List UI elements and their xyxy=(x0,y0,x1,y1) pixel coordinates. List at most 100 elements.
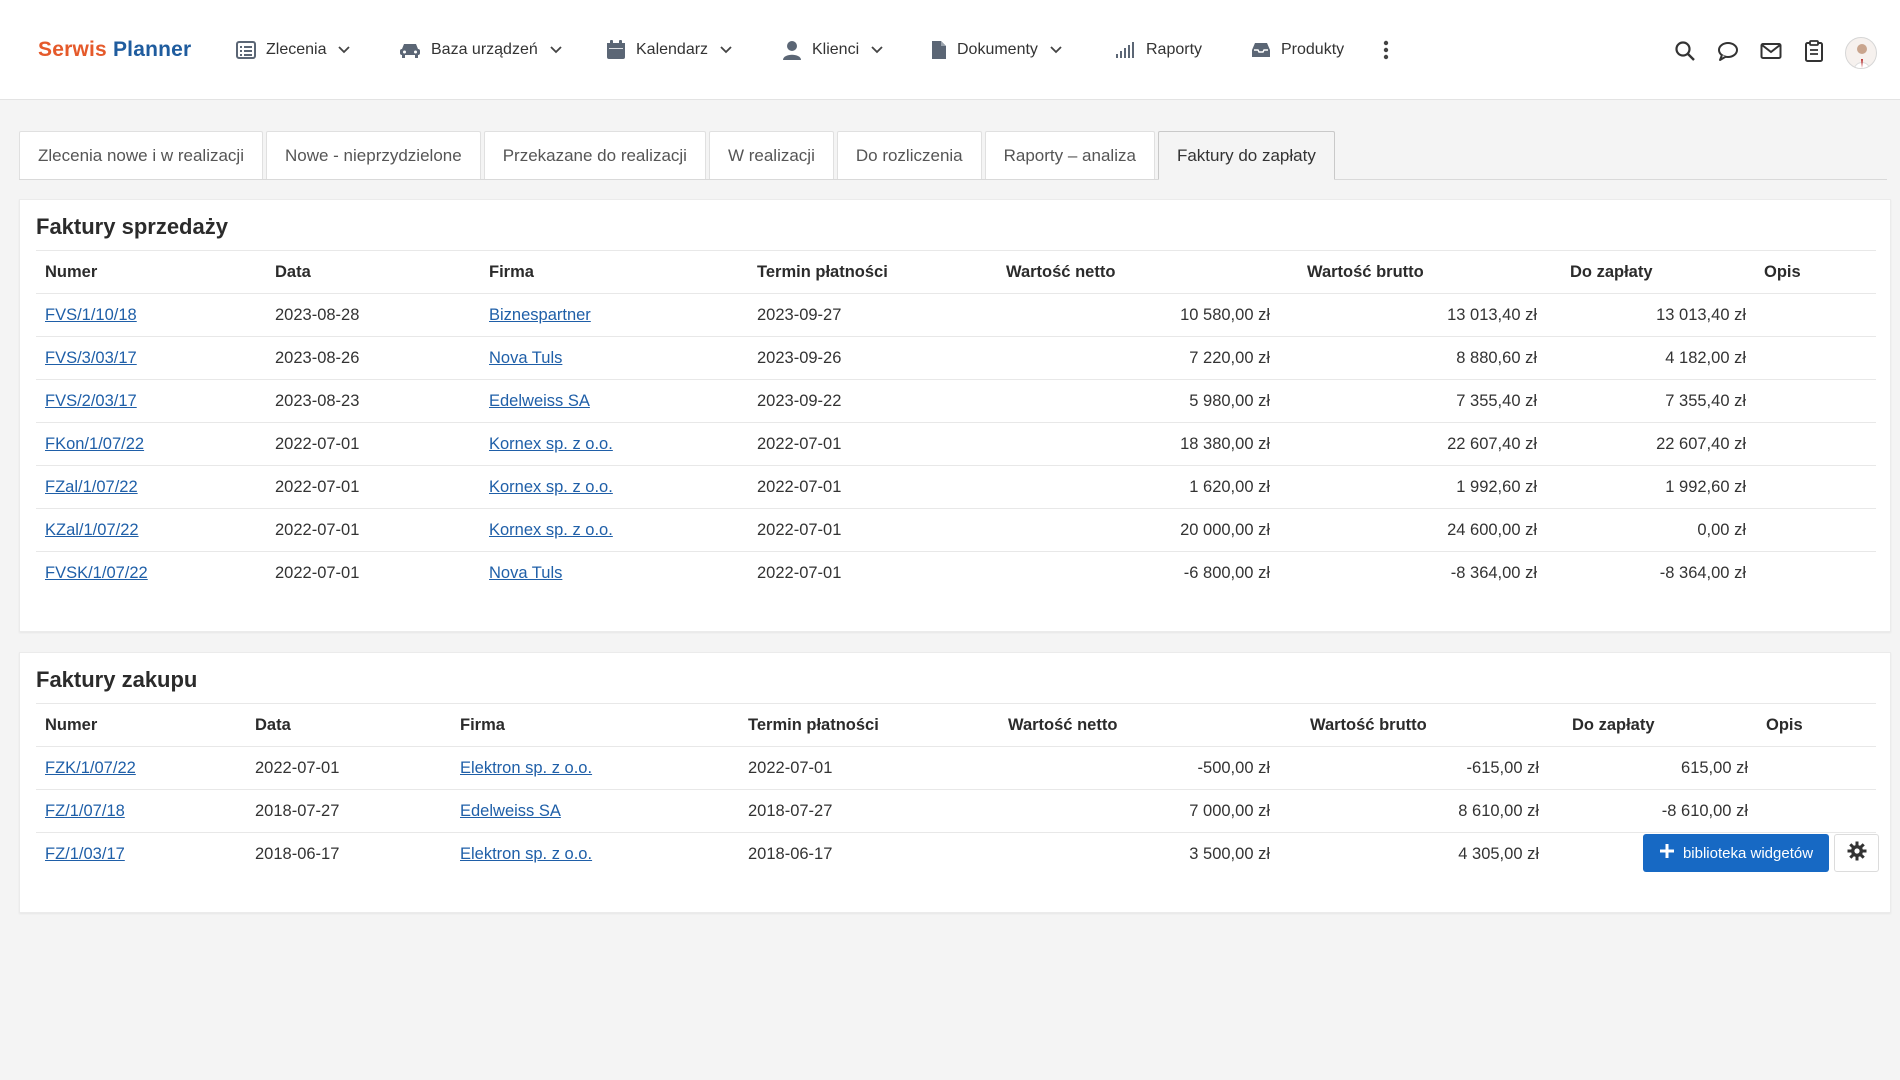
amount-due-cell: 1 992,60 zł xyxy=(1546,465,1755,509)
column-header[interactable]: Wartość brutto xyxy=(1279,703,1548,747)
column-header[interactable]: Wartość netto xyxy=(985,250,1279,294)
nav-label: Klienci xyxy=(812,41,860,58)
payment-due-date-cell: 2023-09-26 xyxy=(748,336,985,380)
gross-value-cell: -8 364,00 zł xyxy=(1450,563,1537,582)
column-header[interactable]: Wartość brutto xyxy=(1279,250,1546,294)
company-link-cell: Elektron sp. z o.o. xyxy=(451,833,739,876)
invoice-number-link-cell: FZ/1/03/17 xyxy=(36,833,246,876)
chevron-down-icon xyxy=(1050,46,1062,54)
gross-value-cell: 4 305,00 zł xyxy=(1458,844,1539,863)
table-row: FVS/3/03/17 2023-08-26 Nova Tuls 2023-09-26… xyxy=(36,336,1876,380)
description-cell xyxy=(1755,508,1876,552)
invoice-number-link[interactable]: FVS/2/03/17 xyxy=(45,391,137,410)
invoice-number-link-cell: FVSK/1/07/22 xyxy=(36,552,266,595)
company-link[interactable]: Kornex sp. z o.o. xyxy=(489,434,613,453)
column-header[interactable]: Firma xyxy=(451,703,739,747)
description-cell xyxy=(1755,379,1876,423)
invoice-number-link[interactable]: FZ/1/07/18 xyxy=(45,801,125,820)
company-link[interactable]: Elektron sp. z o.o. xyxy=(460,758,593,777)
amount-due-cell: 7 355,40 zł xyxy=(1546,379,1755,423)
net-value-cell: 1 620,00 zł xyxy=(985,465,1279,509)
top-navigation-bar: Serwis Planner Zlecenia Baza urządzeń Ka… xyxy=(0,0,1900,100)
invoice-number-link[interactable]: FZal/1/07/22 xyxy=(45,477,138,496)
company-link[interactable]: Elektron sp. z o.o. xyxy=(460,844,593,863)
table-row: FZ/1/07/18 2018-07-27 Edelweiss SA 2018-07-… xyxy=(36,789,1876,833)
mail-icon xyxy=(1760,43,1782,66)
column-header[interactable]: Opis xyxy=(1757,703,1876,747)
invoice-date-cell: 2022-07-01 xyxy=(266,508,480,552)
invoice-number-link[interactable]: KZal/1/07/22 xyxy=(45,520,139,539)
nav-produkty[interactable]: Produkty xyxy=(1251,0,1344,100)
messages-button[interactable] xyxy=(1717,40,1739,62)
company-link-cell: Kornex sp. z o.o. xyxy=(480,422,748,466)
invoice-number-link[interactable]: FZ/1/03/17 xyxy=(45,844,125,863)
table-header-row: Numer Data Firma Termin płatności Wartoś… xyxy=(36,250,1876,294)
company-link[interactable]: Edelweiss SA xyxy=(489,391,590,410)
tab-faktury-do-zaplaty[interactable]: Faktury do zapłaty xyxy=(1157,131,1335,180)
column-header[interactable]: Termin płatności xyxy=(748,250,985,294)
tab-raporty-analiza[interactable]: Raporty – analiza xyxy=(984,131,1155,179)
nav-raporty[interactable]: Raporty xyxy=(1116,0,1202,100)
invoice-number-link[interactable]: FKon/1/07/22 xyxy=(45,434,145,453)
settings-button[interactable] xyxy=(1834,834,1879,872)
column-header[interactable]: Wartość netto xyxy=(976,703,1279,747)
tasks-button[interactable] xyxy=(1803,40,1825,62)
nav-label: Zlecenia xyxy=(266,41,327,58)
invoice-number-link-cell: FVS/3/03/17 xyxy=(36,336,266,380)
invoice-date-cell: 2022-07-01 xyxy=(246,746,451,790)
sales-invoices-table: Numer Data Firma Termin płatności Wartoś… xyxy=(36,250,1876,595)
payment-due-date-cell: 2022-07-01 xyxy=(739,746,976,790)
gross-value-cell: 8 610,00 zł xyxy=(1279,789,1548,833)
table-row: FZ/1/03/17 2018-06-17 Elektron sp. z o.o. 2… xyxy=(36,833,1876,876)
tab-zlecenia-nowe[interactable]: Zlecenia nowe i w realizacji xyxy=(19,131,263,179)
user-icon xyxy=(782,40,802,60)
company-link[interactable]: Kornex sp. z o.o. xyxy=(489,520,613,539)
app-logo[interactable]: Serwis Planner xyxy=(38,38,192,61)
mail-button[interactable] xyxy=(1760,40,1782,62)
avatar[interactable] xyxy=(1845,37,1877,69)
column-header[interactable]: Do zapłaty xyxy=(1548,703,1757,747)
table-header-row: Numer Data Firma Termin płatności Wartoś… xyxy=(36,703,1876,747)
nav-kalendarz[interactable]: Kalendarz xyxy=(606,0,732,100)
nav-dokumenty[interactable]: Dokumenty xyxy=(931,0,1062,100)
amount-due-cell: 13 013,40 zł xyxy=(1546,293,1755,337)
search-button[interactable] xyxy=(1674,40,1696,62)
amount-due-cell: 0,00 zł xyxy=(1546,508,1755,552)
payment-due-date-cell: 2023-09-22 xyxy=(748,379,985,423)
column-header[interactable]: Do zapłaty xyxy=(1546,250,1755,294)
table-row: FKon/1/07/22 2022-07-01 Kornex sp. z o.o. 2… xyxy=(36,422,1876,466)
nav-zlecenia[interactable]: Zlecenia xyxy=(236,0,351,100)
nav-label: Raporty xyxy=(1146,41,1203,58)
invoice-number-link[interactable]: FZK/1/07/22 xyxy=(45,758,136,777)
nav-baza-urzadzen[interactable]: Baza urządzeń xyxy=(399,0,562,100)
tab-w-realizacji[interactable]: W realizacji xyxy=(708,131,834,179)
tab-przekazane[interactable]: Przekazane do realizacji xyxy=(483,131,706,179)
company-link[interactable]: Edelweiss SA xyxy=(460,801,561,820)
column-header[interactable]: Numer xyxy=(36,250,266,294)
net-value-cell: 10 580,00 zł xyxy=(985,293,1279,337)
company-link[interactable]: Biznespartner xyxy=(489,305,591,324)
invoice-number-link[interactable]: FVSK/1/07/22 xyxy=(45,563,148,582)
net-value-cell: 20 000,00 zł xyxy=(985,508,1279,552)
company-link[interactable]: Nova Tuls xyxy=(489,348,563,367)
invoice-number-link-cell: FVS/1/10/18 xyxy=(36,293,266,337)
widget-library-button[interactable]: biblioteka widgetów xyxy=(1643,834,1829,872)
table-row: FVSK/1/07/22 2022-07-01 Nova Tuls 2022-07-0… xyxy=(36,552,1876,595)
company-link[interactable]: Kornex sp. z o.o. xyxy=(489,477,613,496)
nav-klienci[interactable]: Klienci xyxy=(782,0,883,100)
tab-nowe-nieprzydzielone[interactable]: Nowe - nieprzydzielone xyxy=(265,131,481,179)
column-header[interactable]: Numer xyxy=(36,703,246,747)
tab-do-rozliczenia[interactable]: Do rozliczenia xyxy=(836,131,982,179)
more-menu-button[interactable] xyxy=(1383,0,1389,100)
column-header[interactable]: Firma xyxy=(480,250,748,294)
company-link[interactable]: Nova Tuls xyxy=(489,563,563,582)
list-icon xyxy=(236,41,256,59)
column-header[interactable]: Opis xyxy=(1755,250,1876,294)
column-header[interactable]: Termin płatności xyxy=(739,703,976,747)
column-header[interactable]: Data xyxy=(266,250,480,294)
invoice-number-link[interactable]: FVS/1/10/18 xyxy=(45,305,137,324)
column-header[interactable]: Data xyxy=(246,703,451,747)
amount-due-cell: 4 182,00 zł xyxy=(1546,336,1755,380)
invoice-number-link-cell: FZK/1/07/22 xyxy=(36,746,246,790)
invoice-number-link[interactable]: FVS/3/03/17 xyxy=(45,348,137,367)
